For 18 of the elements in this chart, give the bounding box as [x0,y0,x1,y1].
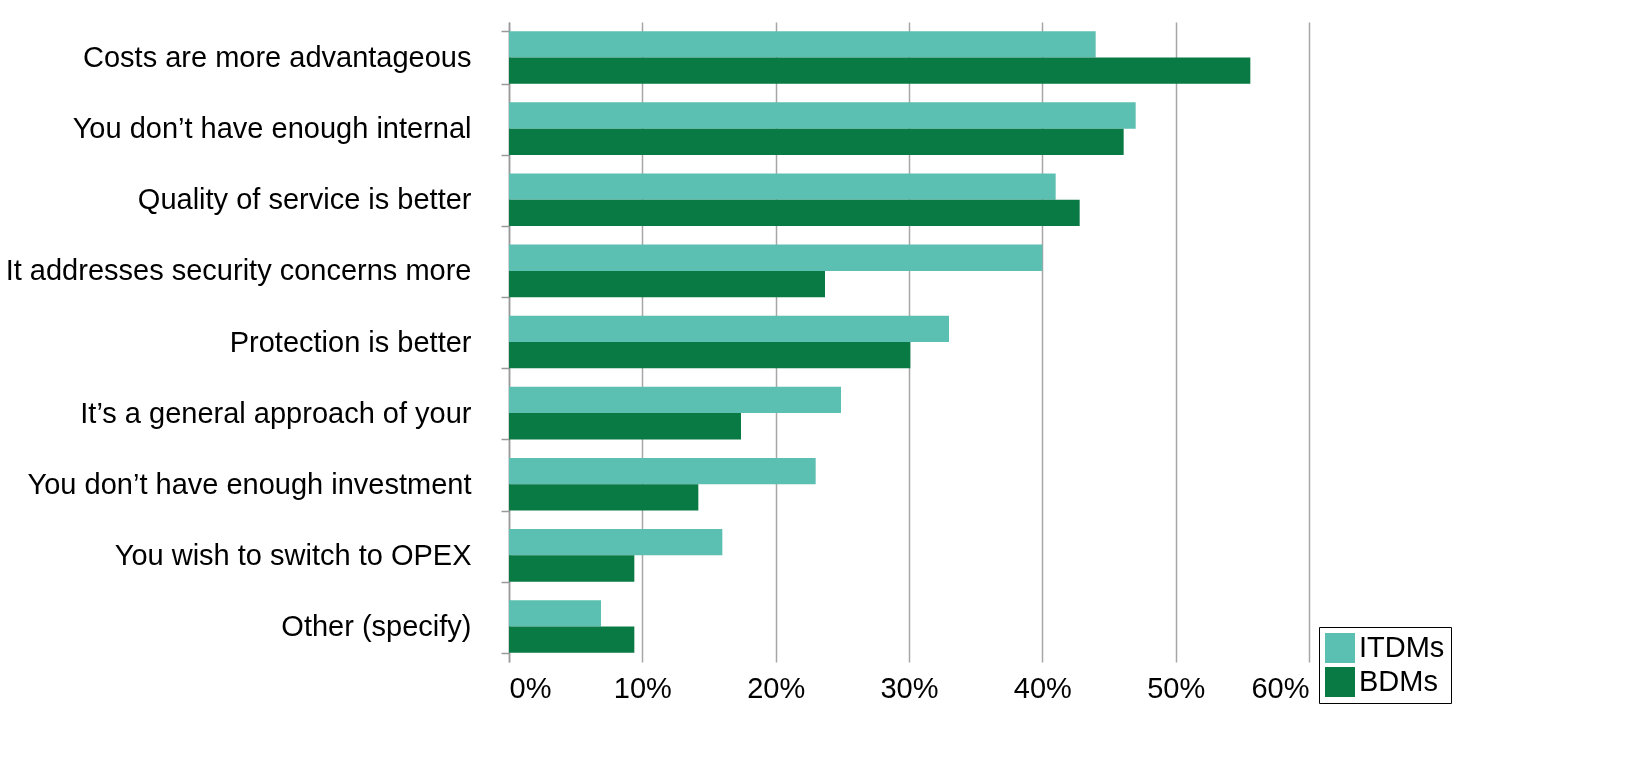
y-tick-label: Other (specify) [281,609,472,642]
y-tick-label: You don’t have enough internal [72,112,472,145]
y-tick-label: You wish to switch to OPEX [114,538,472,571]
y-tick-label: Quality of service is better [137,183,472,216]
y-tick-label: You don’t have enough investment [27,467,472,500]
x-tick-label: 40% [1013,671,1072,704]
x-tick-label: 60% [1251,671,1310,704]
x-tick-label: 30% [880,671,939,704]
legend-label: BDMs [1359,665,1438,697]
x-tick-label: 0% [509,671,552,704]
y-tick-label: Protection is better [229,325,472,358]
y-tick-label: It’s a general approach of your [80,396,472,429]
y-tick-label: It addresses security concerns more [5,254,472,287]
legend-label: ITDMs [1359,631,1445,663]
y-tick-label: Costs are more advantageous [83,41,472,74]
x-tick-label: 10% [613,671,672,704]
x-tick-label: 20% [747,671,806,704]
x-tick-label: 50% [1147,671,1206,704]
